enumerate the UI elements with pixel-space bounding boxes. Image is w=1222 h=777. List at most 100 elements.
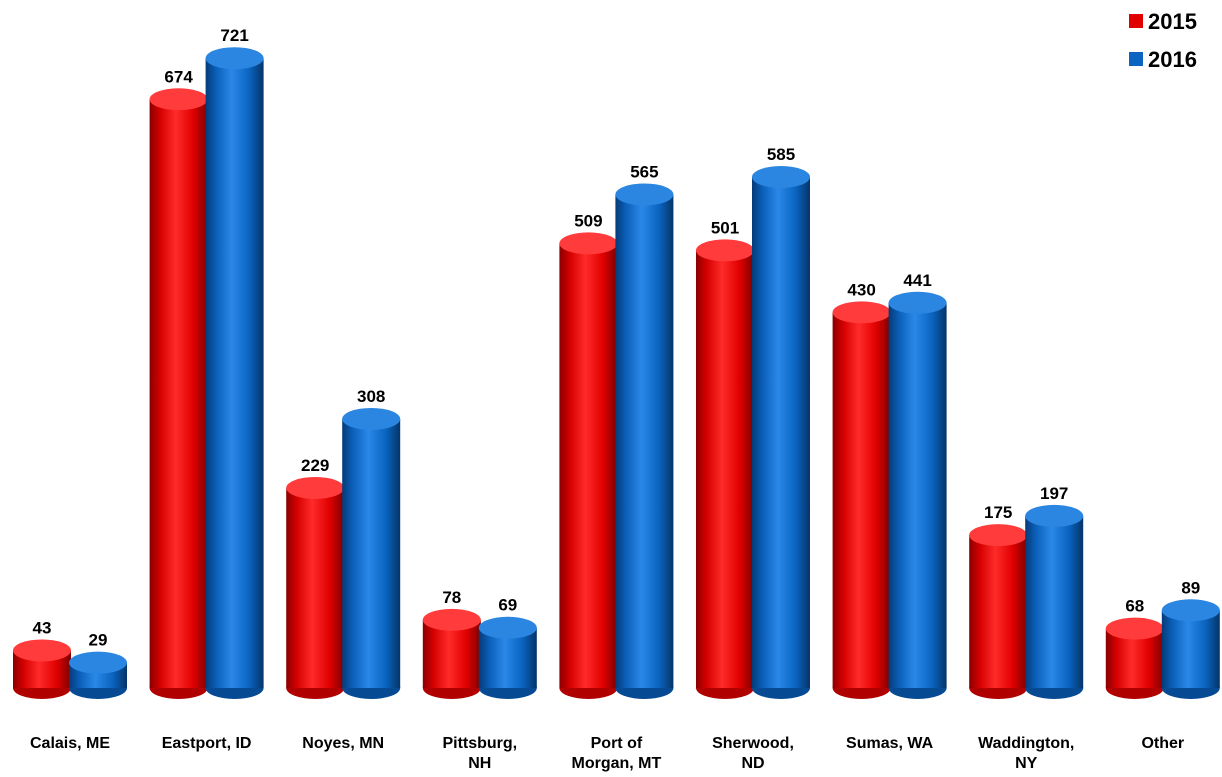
- category-label-line: Morgan, MT: [572, 755, 662, 772]
- bar-top: [559, 232, 618, 255]
- category-label: Pittsburg, NH: [442, 735, 517, 772]
- bar-body: [888, 302, 947, 688]
- bar-body: [149, 99, 208, 689]
- bar-body: [205, 58, 264, 689]
- legend-item-2016: 2016: [1129, 47, 1197, 72]
- bar-top: [13, 639, 71, 662]
- bar-2015-calais-me: [13, 639, 71, 699]
- bar-top: [342, 407, 401, 430]
- legend-swatch: [1129, 14, 1143, 28]
- bar-2015-waddington-ny: [969, 524, 1028, 699]
- category-label: Eastport, ID: [162, 735, 252, 752]
- value-label: 43: [33, 618, 52, 637]
- category-label-line: Waddington,: [978, 735, 1074, 752]
- value-label: 308: [357, 387, 385, 406]
- category-label: Waddington, NY: [978, 735, 1074, 772]
- category-labels: Calais, ME Eastport, ID Noyes, MN Pittsburg…: [30, 735, 1184, 772]
- legend-item-2015: 2015: [1129, 9, 1197, 34]
- bar-2016-calais-me: [69, 651, 127, 699]
- bar-2015-pittsburg-nh: [422, 608, 481, 699]
- bar-2016-other: [1161, 599, 1220, 699]
- value-label: 585: [767, 145, 795, 164]
- category-label: Port of Morgan, MT: [572, 735, 662, 772]
- bar-top: [478, 616, 537, 639]
- bar-top: [752, 166, 810, 189]
- bar-top: [205, 47, 264, 70]
- value-label: 197: [1040, 484, 1068, 503]
- bar-body: [1161, 610, 1220, 688]
- bar-body: [969, 535, 1028, 688]
- bar-2015-sumas-wa: [832, 301, 891, 699]
- value-label: 29: [89, 631, 108, 650]
- bars-layer: [13, 47, 1220, 699]
- category-label-line: Noyes, MN: [302, 735, 384, 752]
- value-label: 441: [903, 271, 931, 290]
- category-label-line: Port of: [591, 735, 643, 752]
- bar-top: [615, 183, 674, 206]
- bar-body: [752, 177, 810, 688]
- legend-swatch: [1129, 52, 1143, 66]
- bar-2016-sherwood-nd: [752, 166, 810, 699]
- bar-2016-noyes-mn: [342, 407, 401, 699]
- value-label: 509: [574, 211, 602, 230]
- bar-body: [342, 418, 401, 688]
- bar-body: [832, 312, 891, 688]
- value-label: 89: [1181, 578, 1200, 597]
- category-label-line: NY: [1015, 755, 1038, 772]
- value-label: 69: [498, 596, 517, 615]
- bar-2015-eastport-id: [149, 88, 208, 699]
- value-label: 674: [164, 67, 193, 86]
- bar-top: [832, 301, 891, 324]
- bar-body: [286, 487, 345, 688]
- value-label: 721: [220, 26, 248, 45]
- bar-body: [559, 243, 618, 689]
- bar-2016-port-of-morgan-mt: [615, 183, 674, 699]
- bar-top: [696, 239, 754, 262]
- bar-top: [149, 88, 208, 111]
- category-label-line: Sherwood,: [712, 735, 794, 752]
- category-label-line: Eastport, ID: [162, 735, 252, 752]
- value-label: 430: [847, 280, 875, 299]
- bar-top: [888, 291, 947, 314]
- bar-top: [969, 524, 1028, 547]
- bar-2016-pittsburg-nh: [478, 616, 537, 699]
- bar-2016-sumas-wa: [888, 291, 947, 699]
- bar-2015-other: [1105, 617, 1164, 699]
- bar-2016-eastport-id: [205, 47, 264, 699]
- bar-top: [1105, 617, 1164, 640]
- bar-body: [422, 619, 481, 688]
- bar-2015-sherwood-nd: [696, 239, 754, 699]
- bar-top: [1025, 504, 1084, 527]
- category-label: Sumas, WA: [846, 735, 934, 752]
- value-label: 565: [630, 162, 658, 181]
- legend-label: 2016: [1148, 47, 1197, 72]
- category-label: Calais, ME: [30, 735, 110, 752]
- value-label: 175: [984, 503, 1012, 522]
- bar-body: [1025, 515, 1084, 688]
- bar-top: [1161, 599, 1220, 622]
- category-label: Sherwood, ND: [712, 735, 794, 772]
- category-label-line: ND: [741, 755, 764, 772]
- legend: 2015 2016: [1129, 9, 1197, 72]
- bar-body: [696, 250, 754, 688]
- category-label-line: Sumas, WA: [846, 735, 934, 752]
- category-label: Other: [1141, 735, 1184, 752]
- legend-label: 2015: [1148, 9, 1197, 34]
- value-label: 78: [442, 588, 461, 607]
- category-label-line: Calais, ME: [30, 735, 110, 752]
- value-label: 229: [301, 456, 329, 475]
- category-label: Noyes, MN: [302, 735, 384, 752]
- category-label-line: Pittsburg,: [442, 735, 517, 752]
- bar-top: [69, 651, 127, 674]
- value-label: 68: [1125, 597, 1144, 616]
- value-label: 501: [711, 218, 739, 237]
- bar-2015-noyes-mn: [286, 476, 345, 699]
- category-label-line: NH: [468, 755, 491, 772]
- value-labels: 43 29 674 721 229 308 78 69 509 565 501 585 430 441 17…: [33, 26, 1201, 649]
- bar-2016-waddington-ny: [1025, 504, 1084, 699]
- category-label-line: Other: [1141, 735, 1184, 752]
- bar-2015-port-of-morgan-mt: [559, 232, 618, 699]
- bar-top: [422, 608, 481, 631]
- bar-body: [615, 194, 674, 688]
